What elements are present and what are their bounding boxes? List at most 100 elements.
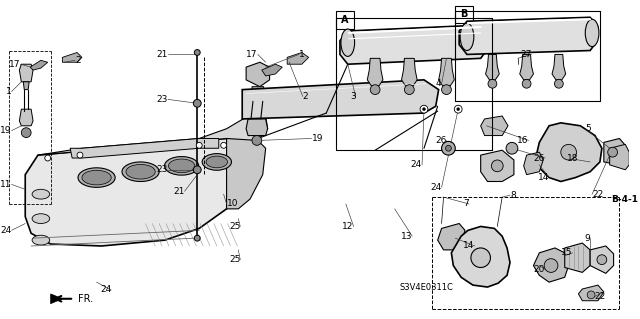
Text: 3: 3 xyxy=(350,92,356,101)
Text: 26: 26 xyxy=(534,153,545,163)
Text: 21: 21 xyxy=(157,50,168,59)
Text: 14: 14 xyxy=(463,241,475,250)
Text: 23: 23 xyxy=(157,165,168,174)
Polygon shape xyxy=(246,119,268,136)
Polygon shape xyxy=(486,55,499,80)
Polygon shape xyxy=(520,55,534,80)
Polygon shape xyxy=(610,145,629,170)
Bar xyxy=(336,11,354,29)
Polygon shape xyxy=(252,87,264,101)
Text: 14: 14 xyxy=(538,173,549,182)
Text: 26: 26 xyxy=(435,136,447,145)
Polygon shape xyxy=(287,53,308,64)
Circle shape xyxy=(608,147,618,157)
Text: 23: 23 xyxy=(157,95,168,104)
Polygon shape xyxy=(536,123,602,182)
Circle shape xyxy=(195,49,200,56)
Ellipse shape xyxy=(206,156,228,168)
Ellipse shape xyxy=(82,170,111,185)
Circle shape xyxy=(193,100,201,107)
Text: 10: 10 xyxy=(227,199,238,209)
Circle shape xyxy=(544,259,558,272)
Circle shape xyxy=(492,160,503,172)
Text: 19: 19 xyxy=(312,134,323,143)
Ellipse shape xyxy=(122,162,159,182)
Circle shape xyxy=(442,85,451,94)
Circle shape xyxy=(588,291,595,299)
Polygon shape xyxy=(552,55,566,80)
Text: 16: 16 xyxy=(517,136,529,145)
Circle shape xyxy=(554,79,563,88)
Text: 24: 24 xyxy=(0,226,12,235)
Text: 17: 17 xyxy=(9,60,20,69)
Polygon shape xyxy=(70,138,219,158)
Ellipse shape xyxy=(202,154,232,170)
Text: 2: 2 xyxy=(303,92,308,101)
Ellipse shape xyxy=(32,214,50,224)
Text: 24: 24 xyxy=(411,160,422,169)
Polygon shape xyxy=(579,285,604,301)
Text: 20: 20 xyxy=(534,265,545,274)
Text: 1: 1 xyxy=(6,87,12,96)
Circle shape xyxy=(196,142,202,148)
Ellipse shape xyxy=(78,168,115,187)
Text: 19: 19 xyxy=(0,126,12,135)
Circle shape xyxy=(561,145,577,160)
Circle shape xyxy=(77,152,83,158)
Text: 12: 12 xyxy=(342,222,354,231)
Ellipse shape xyxy=(168,159,195,173)
Circle shape xyxy=(471,248,490,268)
Polygon shape xyxy=(481,116,508,136)
Ellipse shape xyxy=(476,25,490,53)
Text: 4: 4 xyxy=(436,79,442,88)
Polygon shape xyxy=(30,60,48,70)
Text: FR.: FR. xyxy=(78,294,93,304)
Polygon shape xyxy=(62,53,82,62)
Polygon shape xyxy=(246,62,269,87)
Text: 8: 8 xyxy=(510,191,516,200)
Text: 17: 17 xyxy=(246,50,258,59)
Polygon shape xyxy=(459,17,598,55)
Circle shape xyxy=(597,255,607,264)
Ellipse shape xyxy=(460,23,474,50)
Text: 5: 5 xyxy=(585,124,591,133)
Circle shape xyxy=(195,235,200,241)
Polygon shape xyxy=(19,64,33,82)
Ellipse shape xyxy=(32,189,50,199)
Circle shape xyxy=(404,85,414,94)
Circle shape xyxy=(21,128,31,137)
Polygon shape xyxy=(451,226,510,287)
Circle shape xyxy=(252,136,262,145)
Polygon shape xyxy=(23,82,29,90)
Ellipse shape xyxy=(32,235,50,245)
Ellipse shape xyxy=(164,157,198,175)
Ellipse shape xyxy=(126,164,156,179)
Polygon shape xyxy=(438,224,465,250)
Circle shape xyxy=(454,105,462,113)
Circle shape xyxy=(193,166,201,174)
Polygon shape xyxy=(438,58,454,86)
Polygon shape xyxy=(38,116,268,155)
Text: 22: 22 xyxy=(592,190,604,199)
Polygon shape xyxy=(564,243,590,272)
Circle shape xyxy=(45,155,51,161)
Text: 15: 15 xyxy=(561,248,573,257)
Polygon shape xyxy=(401,58,417,86)
Text: 24: 24 xyxy=(430,183,442,192)
Circle shape xyxy=(221,142,227,148)
Ellipse shape xyxy=(341,29,355,56)
Text: 22: 22 xyxy=(594,292,605,301)
Polygon shape xyxy=(590,246,614,273)
Text: 9: 9 xyxy=(584,234,590,243)
Polygon shape xyxy=(262,64,282,76)
Text: B: B xyxy=(460,9,468,19)
Text: 18: 18 xyxy=(566,153,578,163)
Text: 7: 7 xyxy=(463,199,469,209)
Text: 25: 25 xyxy=(229,255,240,264)
Polygon shape xyxy=(227,138,266,209)
Polygon shape xyxy=(242,80,438,119)
Bar xyxy=(455,5,473,23)
Polygon shape xyxy=(524,152,543,174)
Polygon shape xyxy=(340,25,488,64)
Circle shape xyxy=(488,79,497,88)
